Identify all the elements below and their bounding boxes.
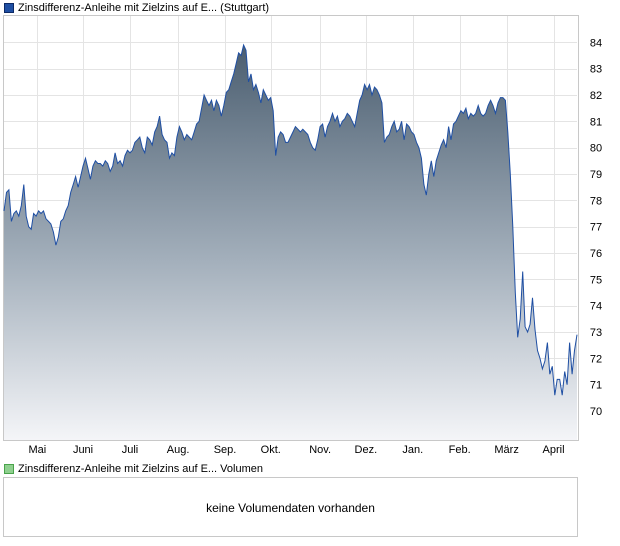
price-legend: Zinsdifferenz-Anleihe mit Zielzins auf E…: [4, 2, 269, 14]
y-tick-label: 76: [590, 248, 602, 260]
x-tick-label: Nov.: [309, 444, 331, 456]
volume-legend: Zinsdifferenz-Anleihe mit Zielzins auf E…: [4, 463, 263, 475]
price-chart: 70 71 72 73 74 75 76 77 78 79 80 81 82 83 84 Mai Juni Ju…: [3, 15, 602, 456]
x-tick-label: April: [543, 444, 565, 456]
price-area: [4, 45, 577, 440]
y-tick-label: 84: [590, 37, 602, 49]
x-tick-label: Jan.: [402, 444, 423, 456]
volume-panel: keine Volumendaten vorhanden: [3, 477, 578, 537]
y-tick-label: 71: [590, 380, 602, 392]
y-tick-label: 73: [590, 327, 602, 339]
x-tick-label: Aug.: [167, 444, 190, 456]
price-legend-label: Zinsdifferenz-Anleihe mit Zielzins auf E…: [18, 2, 270, 14]
x-tick-label: Feb.: [449, 444, 471, 456]
y-tick-label: 83: [590, 64, 602, 76]
y-tick-label: 74: [590, 301, 602, 313]
y-tick-label: 81: [590, 116, 602, 128]
y-tick-label: 77: [590, 222, 602, 234]
x-axis-labels: Mai Juni Juli Aug. Sep. Okt. Nov. Dez. Jan. Feb. M…: [28, 444, 564, 456]
volume-legend-label: Zinsdifferenz-Anleihe mit Zielzins auf E…: [18, 463, 263, 475]
x-tick-label: Juli: [122, 444, 139, 456]
y-tick-label: 79: [590, 169, 602, 181]
y-axis-labels: 70 71 72 73 74 75 76 77 78 79 80 81 82 83 84: [590, 37, 602, 418]
y-tick-label: 70: [590, 406, 602, 418]
y-tick-label: 78: [590, 195, 602, 207]
x-tick-label: Dez.: [355, 444, 378, 456]
volume-legend-swatch: [4, 464, 14, 474]
volume-empty-message: keine Volumendaten vorhanden: [206, 501, 375, 515]
y-tick-label: 80: [590, 143, 602, 155]
x-tick-label: Sep.: [214, 444, 237, 456]
price-line: [3, 43, 578, 396]
price-legend-swatch: [4, 3, 14, 13]
y-tick-label: 75: [590, 274, 602, 286]
x-tick-label: Mai: [28, 444, 46, 456]
y-tick-label: 72: [590, 353, 602, 365]
x-tick-label: Okt.: [261, 444, 281, 456]
y-tick-label: 82: [590, 90, 602, 102]
x-tick-label: März: [494, 444, 518, 456]
x-tick-label: Juni: [73, 444, 93, 456]
